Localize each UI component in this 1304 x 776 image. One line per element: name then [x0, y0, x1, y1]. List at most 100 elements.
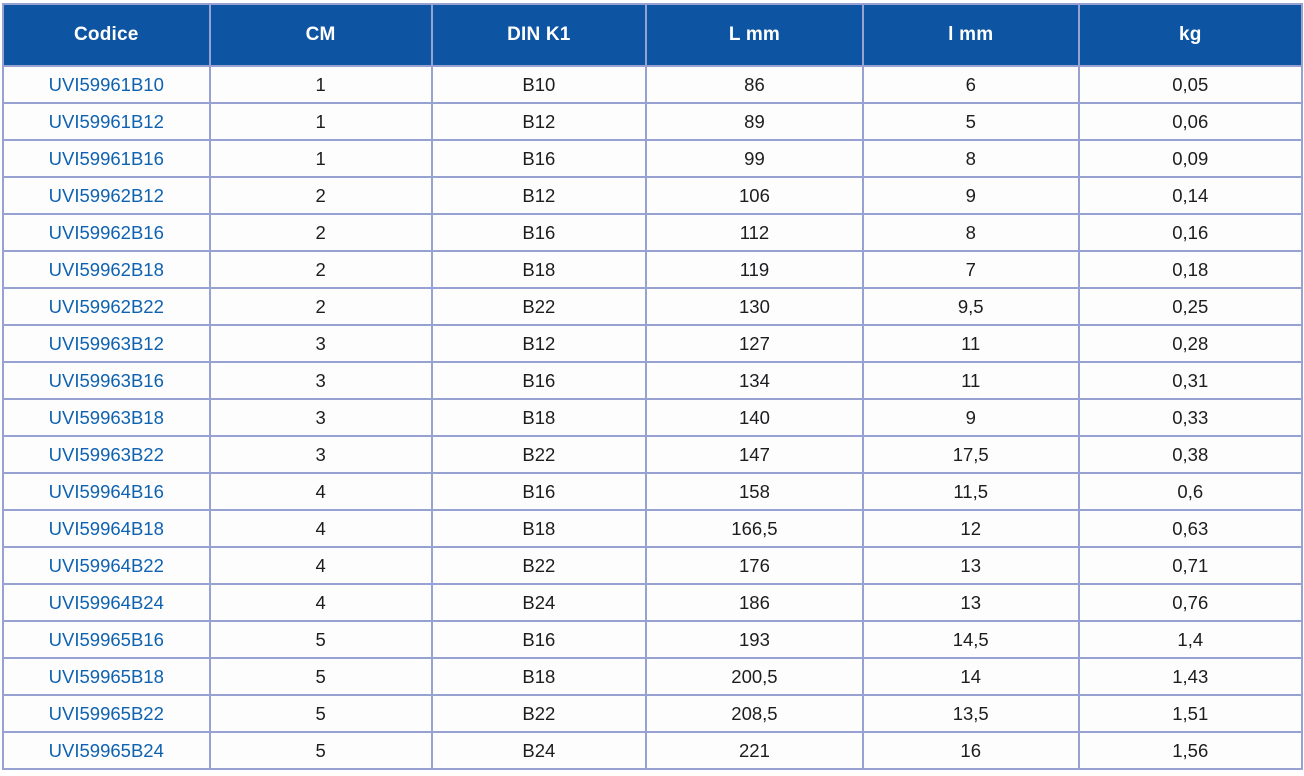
table-row: UVI59963B18 3 B18 140 9 0,33 — [2, 398, 1304, 437]
codice-link[interactable]: UVI59964B18 — [2, 509, 211, 548]
codice-link[interactable]: UVI59961B16 — [2, 139, 211, 178]
cell-cm: 4 — [208, 546, 433, 585]
table-row: UVI59964B18 4 B18 166,5 12 0,63 — [2, 509, 1304, 548]
codice-link[interactable]: UVI59962B22 — [2, 287, 211, 326]
codice-link[interactable]: UVI59965B24 — [2, 731, 211, 770]
table-row: UVI59961B10 1 B10 86 6 0,05 — [2, 65, 1304, 104]
codice-link[interactable]: UVI59964B16 — [2, 472, 211, 511]
table-row: UVI59965B16 5 B16 193 14,5 1,4 — [2, 620, 1304, 659]
table-row: UVI59962B22 2 B22 130 9,5 0,25 — [2, 287, 1304, 326]
cell-l-small-mm: 13 — [861, 546, 1080, 585]
cell-kg: 1,4 — [1077, 620, 1304, 659]
cell-kg: 1,43 — [1077, 657, 1304, 696]
cell-l-mm: 134 — [644, 361, 864, 400]
cell-cm: 3 — [208, 398, 433, 437]
cell-kg: 1,51 — [1077, 694, 1304, 733]
column-header-kg: kg — [1077, 3, 1304, 67]
cell-cm: 2 — [208, 213, 433, 252]
cell-l-mm: 86 — [644, 65, 864, 104]
cell-l-mm: 158 — [644, 472, 864, 511]
table-body: UVI59961B10 1 B10 86 6 0,05 UVI59961B12 … — [2, 65, 1304, 770]
header-row: Codice CM DIN K1 L mm l mm kg — [2, 3, 1304, 67]
cell-kg: 0,09 — [1077, 139, 1304, 178]
cell-l-mm: 127 — [644, 324, 864, 363]
cell-cm: 1 — [208, 139, 433, 178]
codice-link[interactable]: UVI59963B16 — [2, 361, 211, 400]
cell-cm: 3 — [208, 435, 433, 474]
column-header-cm: CM — [208, 3, 433, 67]
product-table-container: Codice CM DIN K1 L mm l mm kg UVI59961B1… — [2, 3, 1304, 770]
cell-l-small-mm: 7 — [861, 250, 1080, 289]
codice-link[interactable]: UVI59963B22 — [2, 435, 211, 474]
table-row: UVI59961B12 1 B12 89 5 0,06 — [2, 102, 1304, 141]
codice-link[interactable]: UVI59964B24 — [2, 583, 211, 622]
cell-cm: 5 — [208, 657, 433, 696]
cell-l-small-mm: 9 — [861, 176, 1080, 215]
cell-kg: 0,06 — [1077, 102, 1304, 141]
cell-kg: 0,14 — [1077, 176, 1304, 215]
cell-l-mm: 89 — [644, 102, 864, 141]
codice-link[interactable]: UVI59964B22 — [2, 546, 211, 585]
cell-din-k1: B22 — [430, 435, 647, 474]
cell-l-small-mm: 16 — [861, 731, 1080, 770]
table-row: UVI59962B12 2 B12 106 9 0,14 — [2, 176, 1304, 215]
table-row: UVI59961B16 1 B16 99 8 0,09 — [2, 139, 1304, 178]
codice-link[interactable]: UVI59963B18 — [2, 398, 211, 437]
cell-kg: 0,28 — [1077, 324, 1304, 363]
cell-l-mm: 176 — [644, 546, 864, 585]
codice-link[interactable]: UVI59962B16 — [2, 213, 211, 252]
cell-din-k1: B12 — [430, 176, 647, 215]
table-row: UVI59962B18 2 B18 119 7 0,18 — [2, 250, 1304, 289]
table-row: UVI59963B22 3 B22 147 17,5 0,38 — [2, 435, 1304, 474]
cell-cm: 1 — [208, 102, 433, 141]
table-header: Codice CM DIN K1 L mm l mm kg — [2, 3, 1304, 67]
cell-cm: 5 — [208, 731, 433, 770]
cell-l-small-mm: 6 — [861, 65, 1080, 104]
cell-l-mm: 208,5 — [644, 694, 864, 733]
column-header-l-small-mm: l mm — [861, 3, 1080, 67]
table-row: UVI59964B24 4 B24 186 13 0,76 — [2, 583, 1304, 622]
cell-l-mm: 193 — [644, 620, 864, 659]
cell-l-small-mm: 14 — [861, 657, 1080, 696]
table-row: UVI59965B18 5 B18 200,5 14 1,43 — [2, 657, 1304, 696]
cell-kg: 0,16 — [1077, 213, 1304, 252]
cell-kg: 0,18 — [1077, 250, 1304, 289]
codice-link[interactable]: UVI59965B22 — [2, 694, 211, 733]
cell-l-small-mm: 13 — [861, 583, 1080, 622]
cell-l-mm: 130 — [644, 287, 864, 326]
cell-l-small-mm: 11,5 — [861, 472, 1080, 511]
cell-cm: 2 — [208, 176, 433, 215]
cell-l-mm: 140 — [644, 398, 864, 437]
cell-cm: 4 — [208, 509, 433, 548]
cell-kg: 0,63 — [1077, 509, 1304, 548]
codice-link[interactable]: UVI59962B12 — [2, 176, 211, 215]
cell-din-k1: B18 — [430, 509, 647, 548]
cell-cm: 2 — [208, 250, 433, 289]
cell-kg: 0,71 — [1077, 546, 1304, 585]
cell-din-k1: B16 — [430, 213, 647, 252]
cell-cm: 3 — [208, 324, 433, 363]
codice-link[interactable]: UVI59965B18 — [2, 657, 211, 696]
codice-link[interactable]: UVI59965B16 — [2, 620, 211, 659]
cell-cm: 1 — [208, 65, 433, 104]
cell-din-k1: B22 — [430, 546, 647, 585]
cell-cm: 3 — [208, 361, 433, 400]
table-row: UVI59963B12 3 B12 127 11 0,28 — [2, 324, 1304, 363]
cell-kg: 0,76 — [1077, 583, 1304, 622]
cell-din-k1: B18 — [430, 250, 647, 289]
codice-link[interactable]: UVI59963B12 — [2, 324, 211, 363]
cell-cm: 4 — [208, 472, 433, 511]
cell-kg: 0,25 — [1077, 287, 1304, 326]
cell-l-small-mm: 17,5 — [861, 435, 1080, 474]
cell-l-small-mm: 9,5 — [861, 287, 1080, 326]
codice-link[interactable]: UVI59962B18 — [2, 250, 211, 289]
cell-l-mm: 147 — [644, 435, 864, 474]
table-row: UVI59962B16 2 B16 112 8 0,16 — [2, 213, 1304, 252]
cell-cm: 5 — [208, 620, 433, 659]
cell-din-k1: B16 — [430, 361, 647, 400]
codice-link[interactable]: UVI59961B10 — [2, 65, 211, 104]
codice-link[interactable]: UVI59961B12 — [2, 102, 211, 141]
cell-cm: 4 — [208, 583, 433, 622]
table-row: UVI59964B16 4 B16 158 11,5 0,6 — [2, 472, 1304, 511]
cell-cm: 5 — [208, 694, 433, 733]
